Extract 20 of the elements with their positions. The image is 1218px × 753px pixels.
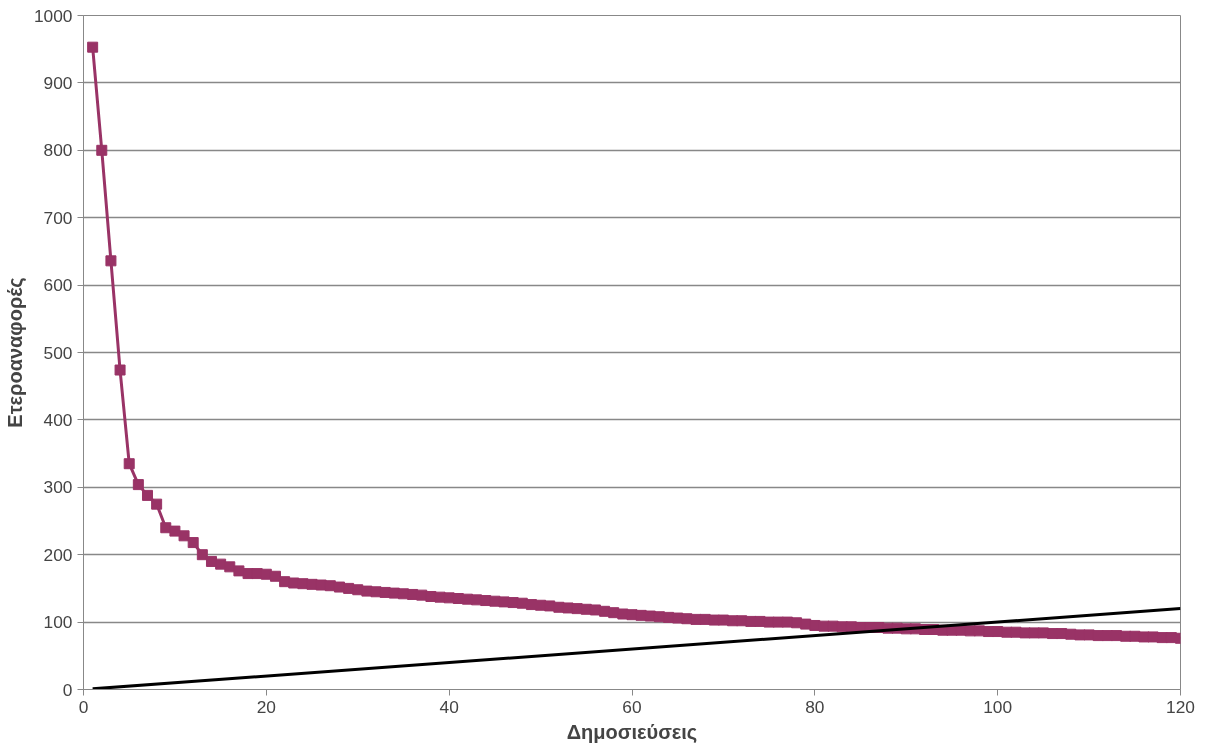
x-tick-label: 40 bbox=[439, 696, 459, 717]
x-tick-label: 20 bbox=[256, 696, 276, 717]
x-tick-label: 100 bbox=[983, 696, 1013, 717]
y-tick-label: 500 bbox=[43, 342, 73, 363]
x-tick-label: 60 bbox=[622, 696, 642, 717]
y-tick-label: 900 bbox=[43, 72, 73, 93]
x-tick-label: 0 bbox=[78, 696, 89, 717]
y-tick-label: 800 bbox=[43, 140, 73, 161]
x-tick-label: 120 bbox=[1166, 696, 1195, 717]
y-tick-label: 200 bbox=[43, 544, 73, 565]
y-tick-label: 300 bbox=[43, 477, 73, 498]
y-tick-label: 400 bbox=[43, 409, 73, 430]
x-tick-label: 80 bbox=[805, 696, 825, 717]
x-axis-title: Δημοσιεύσεις bbox=[566, 720, 698, 743]
y-tick-label: 1000 bbox=[33, 5, 73, 26]
y-tick-label: 0 bbox=[62, 679, 73, 700]
y-tick-label: 100 bbox=[43, 612, 73, 633]
y-tick-label: 600 bbox=[43, 275, 73, 296]
y-tick-label: 700 bbox=[43, 207, 73, 228]
y-axis-title: Ετεροαναφορές bbox=[3, 277, 26, 428]
